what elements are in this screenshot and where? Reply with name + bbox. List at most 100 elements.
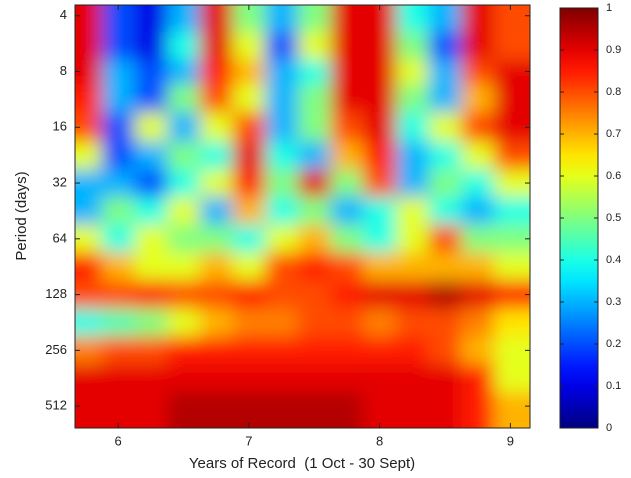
heatmap-cell (494, 308, 530, 337)
heatmap-cell (101, 196, 135, 226)
heatmap-cell (395, 5, 430, 33)
y-tick-label: 16 (53, 119, 67, 134)
heatmap-cell (494, 224, 530, 254)
heatmap-cell (101, 364, 135, 393)
heatmap-cell (330, 252, 364, 281)
heatmap-cell (101, 308, 135, 337)
heatmap-cell (428, 364, 462, 393)
heatmap-cell (363, 59, 397, 85)
heatmap-cell (134, 224, 168, 254)
heatmap-cell (232, 280, 266, 310)
heatmap-cell (297, 392, 332, 428)
heatmap-cell (199, 308, 234, 337)
heatmap-cell (363, 280, 397, 310)
heatmap-cell (330, 141, 364, 171)
heatmap-cell (330, 169, 364, 198)
heatmap-cell (494, 112, 530, 143)
heatmap-cell (232, 169, 266, 198)
heatmap-cell (134, 169, 168, 198)
heatmap-cell (428, 280, 462, 310)
heatmap-cell (297, 252, 332, 281)
heatmap-cell (75, 5, 103, 33)
colorbar-tick-label: 0.7 (606, 128, 621, 140)
heatmap-cell (75, 32, 103, 61)
colorbar-tick-label: 0.1 (606, 380, 621, 392)
heatmap-cell (101, 84, 135, 113)
y-tick-label: 8 (60, 63, 67, 78)
heatmap-cell (395, 84, 430, 113)
heatmap-cell (395, 59, 430, 85)
heatmap-cell (428, 252, 462, 281)
heatmap-cell (199, 59, 234, 85)
heatmap-cell (265, 84, 299, 113)
x-tick-label: 6 (115, 433, 122, 448)
heatmap-cell (232, 32, 266, 61)
heatmap-cell (461, 141, 495, 171)
heatmap-cell (330, 196, 364, 226)
heatmap-cell (428, 224, 462, 254)
heatmap-cell (167, 169, 201, 198)
heatmap-cell (363, 32, 397, 61)
heatmap-cell (363, 169, 397, 198)
heatmap (75, 5, 530, 428)
heatmap-cell (167, 196, 201, 226)
heatmap-cell (494, 252, 530, 281)
heatmap-cell (494, 169, 530, 198)
heatmap-cell (395, 252, 430, 281)
heatmap-cell (330, 224, 364, 254)
y-tick-label: 4 (60, 7, 67, 22)
heatmap-cell (363, 196, 397, 226)
x-tick-label: 8 (376, 433, 383, 448)
x-tick-label: 7 (245, 433, 252, 448)
colorbar-tick-label: 0 (606, 422, 612, 434)
heatmap-cell (265, 392, 299, 428)
heatmap-cell (199, 141, 234, 171)
heatmap-cell (265, 32, 299, 61)
heatmap-cell (134, 336, 168, 365)
heatmap-cell (265, 59, 299, 85)
heatmap-cell (395, 280, 430, 310)
heatmap-cell (494, 32, 530, 61)
heatmap-cell (461, 252, 495, 281)
heatmap-cell (428, 169, 462, 198)
heatmap-cell (167, 141, 201, 171)
heatmap-cell (199, 112, 234, 143)
heatmap-cell (232, 112, 266, 143)
heatmap-cell (395, 32, 430, 61)
heatmap-cell (101, 112, 135, 143)
heatmap-cell (461, 32, 495, 61)
heatmap-cell (134, 308, 168, 337)
y-tick-label: 64 (53, 230, 67, 245)
heatmap-cell (134, 5, 168, 33)
colorbar-tick-label: 0.5 (606, 212, 621, 224)
heatmap-cell (330, 59, 364, 85)
heatmap-cell (461, 392, 495, 428)
heatmap-cell (232, 196, 266, 226)
heatmap-cell (265, 5, 299, 33)
heatmap-cell (134, 252, 168, 281)
colorbar-tick-label: 1 (606, 2, 612, 14)
heatmap-cell (363, 224, 397, 254)
heatmap-cell (101, 336, 135, 365)
heatmap-cell (134, 280, 168, 310)
heatmap-cell (232, 364, 266, 393)
heatmap-cell (199, 196, 234, 226)
heatmap-cell (428, 32, 462, 61)
heatmap-cell (461, 169, 495, 198)
heatmap-cell (395, 392, 430, 428)
heatmap-cell (494, 364, 530, 393)
heatmap-cell (101, 32, 135, 61)
heatmap-cell (297, 112, 332, 143)
heatmap-cell (199, 169, 234, 198)
heatmap-cell (265, 112, 299, 143)
heatmap-cell (297, 308, 332, 337)
heatmap-cell (363, 336, 397, 365)
heatmap-cell (167, 59, 201, 85)
heatmap-cell (101, 392, 135, 428)
heatmap-cell (232, 59, 266, 85)
colorbar-tick-label: 0.9 (606, 44, 621, 56)
heatmap-cell (330, 5, 364, 33)
heatmap-cell (134, 364, 168, 393)
heatmap-cell (297, 336, 332, 365)
heatmap-cell (330, 364, 364, 393)
